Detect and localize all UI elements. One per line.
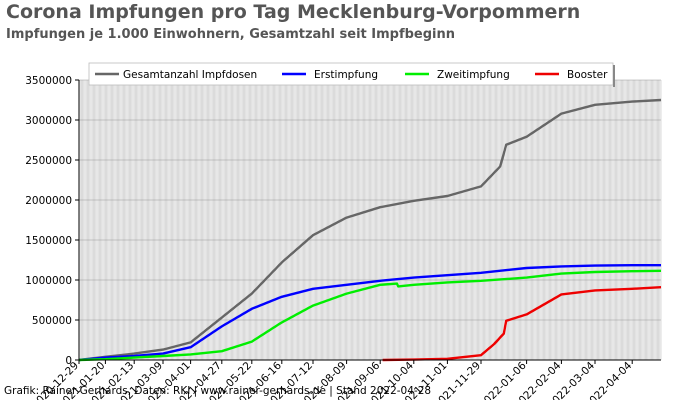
chart-subtitle: Impfungen je 1.000 Einwohnern, Gesamtzah… (6, 27, 456, 42)
y-tick-label: 3000000 (25, 115, 72, 127)
chart-title: Corona Impfungen pro Tag Mecklenburg-Vor… (6, 1, 581, 23)
y-tick-label: 0 (65, 355, 72, 367)
y-tick-label: 1000000 (25, 275, 72, 287)
y-tick-label: 500000 (32, 315, 72, 327)
y-tick-label: 3500000 (25, 75, 72, 87)
series-line-booster (382, 286, 662, 362)
series-line-gesamtanzahl-impfdosen (78, 98, 662, 362)
legend-label: Booster (567, 69, 608, 81)
chart-footer: Grafik: Rainer Gerhards, Daten: RKI | ww… (4, 385, 432, 397)
series-line-zweitimpfung (78, 269, 662, 362)
y-tick-label: 2500000 (25, 155, 72, 167)
y-tick-label: 1500000 (25, 235, 72, 247)
legend-label: Erstimpfung (314, 69, 378, 81)
legend-label: Zweitimpfung (437, 69, 510, 81)
y-tick-label: 2000000 (25, 195, 72, 207)
series-line-erstimpfung (78, 264, 661, 362)
legend: Gesamtanzahl Impfdosen Erstimpfung Zweitim… (88, 62, 615, 87)
legend-shadow (613, 65, 615, 87)
legend-label: Gesamtanzahl Impfdosen (123, 69, 257, 81)
series-lines (78, 98, 662, 362)
